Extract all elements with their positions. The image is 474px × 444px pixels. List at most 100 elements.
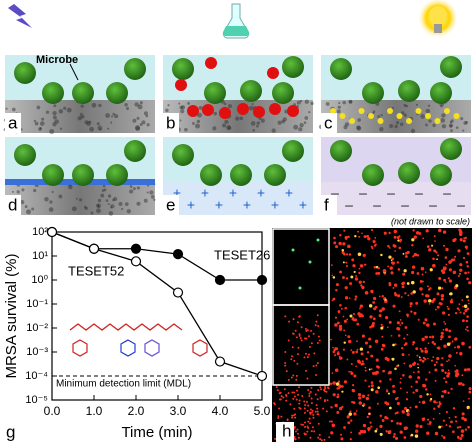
cell [368, 304, 373, 308]
data-point [256, 274, 268, 286]
cell [347, 335, 351, 339]
cell [406, 391, 409, 394]
cell [325, 390, 328, 393]
cell [372, 240, 376, 244]
cell [397, 294, 401, 298]
texture [153, 198, 156, 201]
texture [143, 198, 148, 203]
cell [436, 305, 440, 309]
cell [436, 401, 438, 404]
texture [195, 123, 200, 129]
cell [357, 312, 361, 316]
texture [107, 203, 110, 206]
cell [459, 311, 462, 314]
texture [227, 126, 232, 130]
panel-label: b [166, 113, 175, 132]
cell [379, 432, 383, 436]
cell [402, 252, 405, 255]
cell [294, 329, 297, 332]
cell [316, 407, 319, 410]
cell [285, 399, 288, 402]
cell [339, 270, 343, 274]
cell [346, 253, 349, 256]
cell [383, 231, 387, 235]
texture [24, 205, 28, 209]
cell [399, 430, 403, 434]
cell [442, 311, 446, 315]
texture [141, 120, 146, 125]
cell [467, 425, 470, 429]
charge: + [243, 197, 251, 213]
cell [361, 334, 365, 338]
cell [318, 433, 321, 436]
cell [306, 409, 309, 412]
cell [323, 400, 326, 403]
texture [44, 196, 49, 202]
cell [377, 386, 380, 389]
biocide [269, 103, 281, 115]
cell [290, 376, 293, 379]
cell [376, 365, 380, 369]
cell [405, 398, 409, 401]
cell [420, 266, 425, 271]
cell [410, 385, 413, 388]
cell [419, 394, 423, 399]
cell [425, 378, 428, 381]
cell [364, 291, 369, 295]
cell [462, 256, 466, 260]
cell [447, 313, 450, 316]
cell [277, 416, 280, 419]
cell [296, 321, 299, 324]
cell [279, 398, 282, 401]
cell [393, 229, 398, 234]
particle [425, 113, 431, 119]
cell [292, 397, 295, 400]
cell [318, 339, 321, 342]
cell [354, 234, 357, 238]
microbe [282, 56, 304, 78]
cell [340, 308, 343, 310]
texture [348, 99, 353, 104]
cell [340, 433, 343, 436]
cell [420, 349, 424, 353]
cell [466, 252, 470, 256]
cell [353, 318, 358, 322]
cell [445, 247, 449, 252]
cell [305, 400, 308, 403]
cell [413, 311, 417, 315]
charge: + [257, 185, 265, 201]
cell [463, 418, 467, 422]
cell [332, 393, 336, 397]
cell [442, 244, 446, 247]
cell [309, 412, 312, 415]
texture [420, 114, 426, 119]
cell [447, 307, 450, 310]
charge: – [429, 197, 437, 213]
microbe [14, 144, 36, 166]
cell [466, 307, 470, 311]
cell [406, 412, 410, 417]
substrate [163, 182, 313, 215]
cell [307, 404, 310, 407]
cell [298, 333, 301, 336]
cell [332, 346, 334, 349]
cell [445, 380, 448, 384]
texture [49, 200, 53, 204]
cell [385, 416, 389, 420]
mdl-label: Minimum detection limit (MDL) [56, 379, 191, 390]
cell [295, 398, 298, 401]
cell [466, 326, 469, 329]
cell [293, 391, 296, 394]
cell [419, 358, 422, 362]
cell [396, 261, 400, 264]
cell [377, 271, 381, 275]
cell [375, 358, 379, 362]
cell [342, 276, 345, 279]
cell [465, 295, 469, 299]
cell [452, 238, 456, 243]
cell [313, 352, 316, 355]
cell [399, 381, 402, 384]
cell [311, 426, 314, 429]
texture [101, 189, 105, 192]
cell [339, 234, 342, 237]
